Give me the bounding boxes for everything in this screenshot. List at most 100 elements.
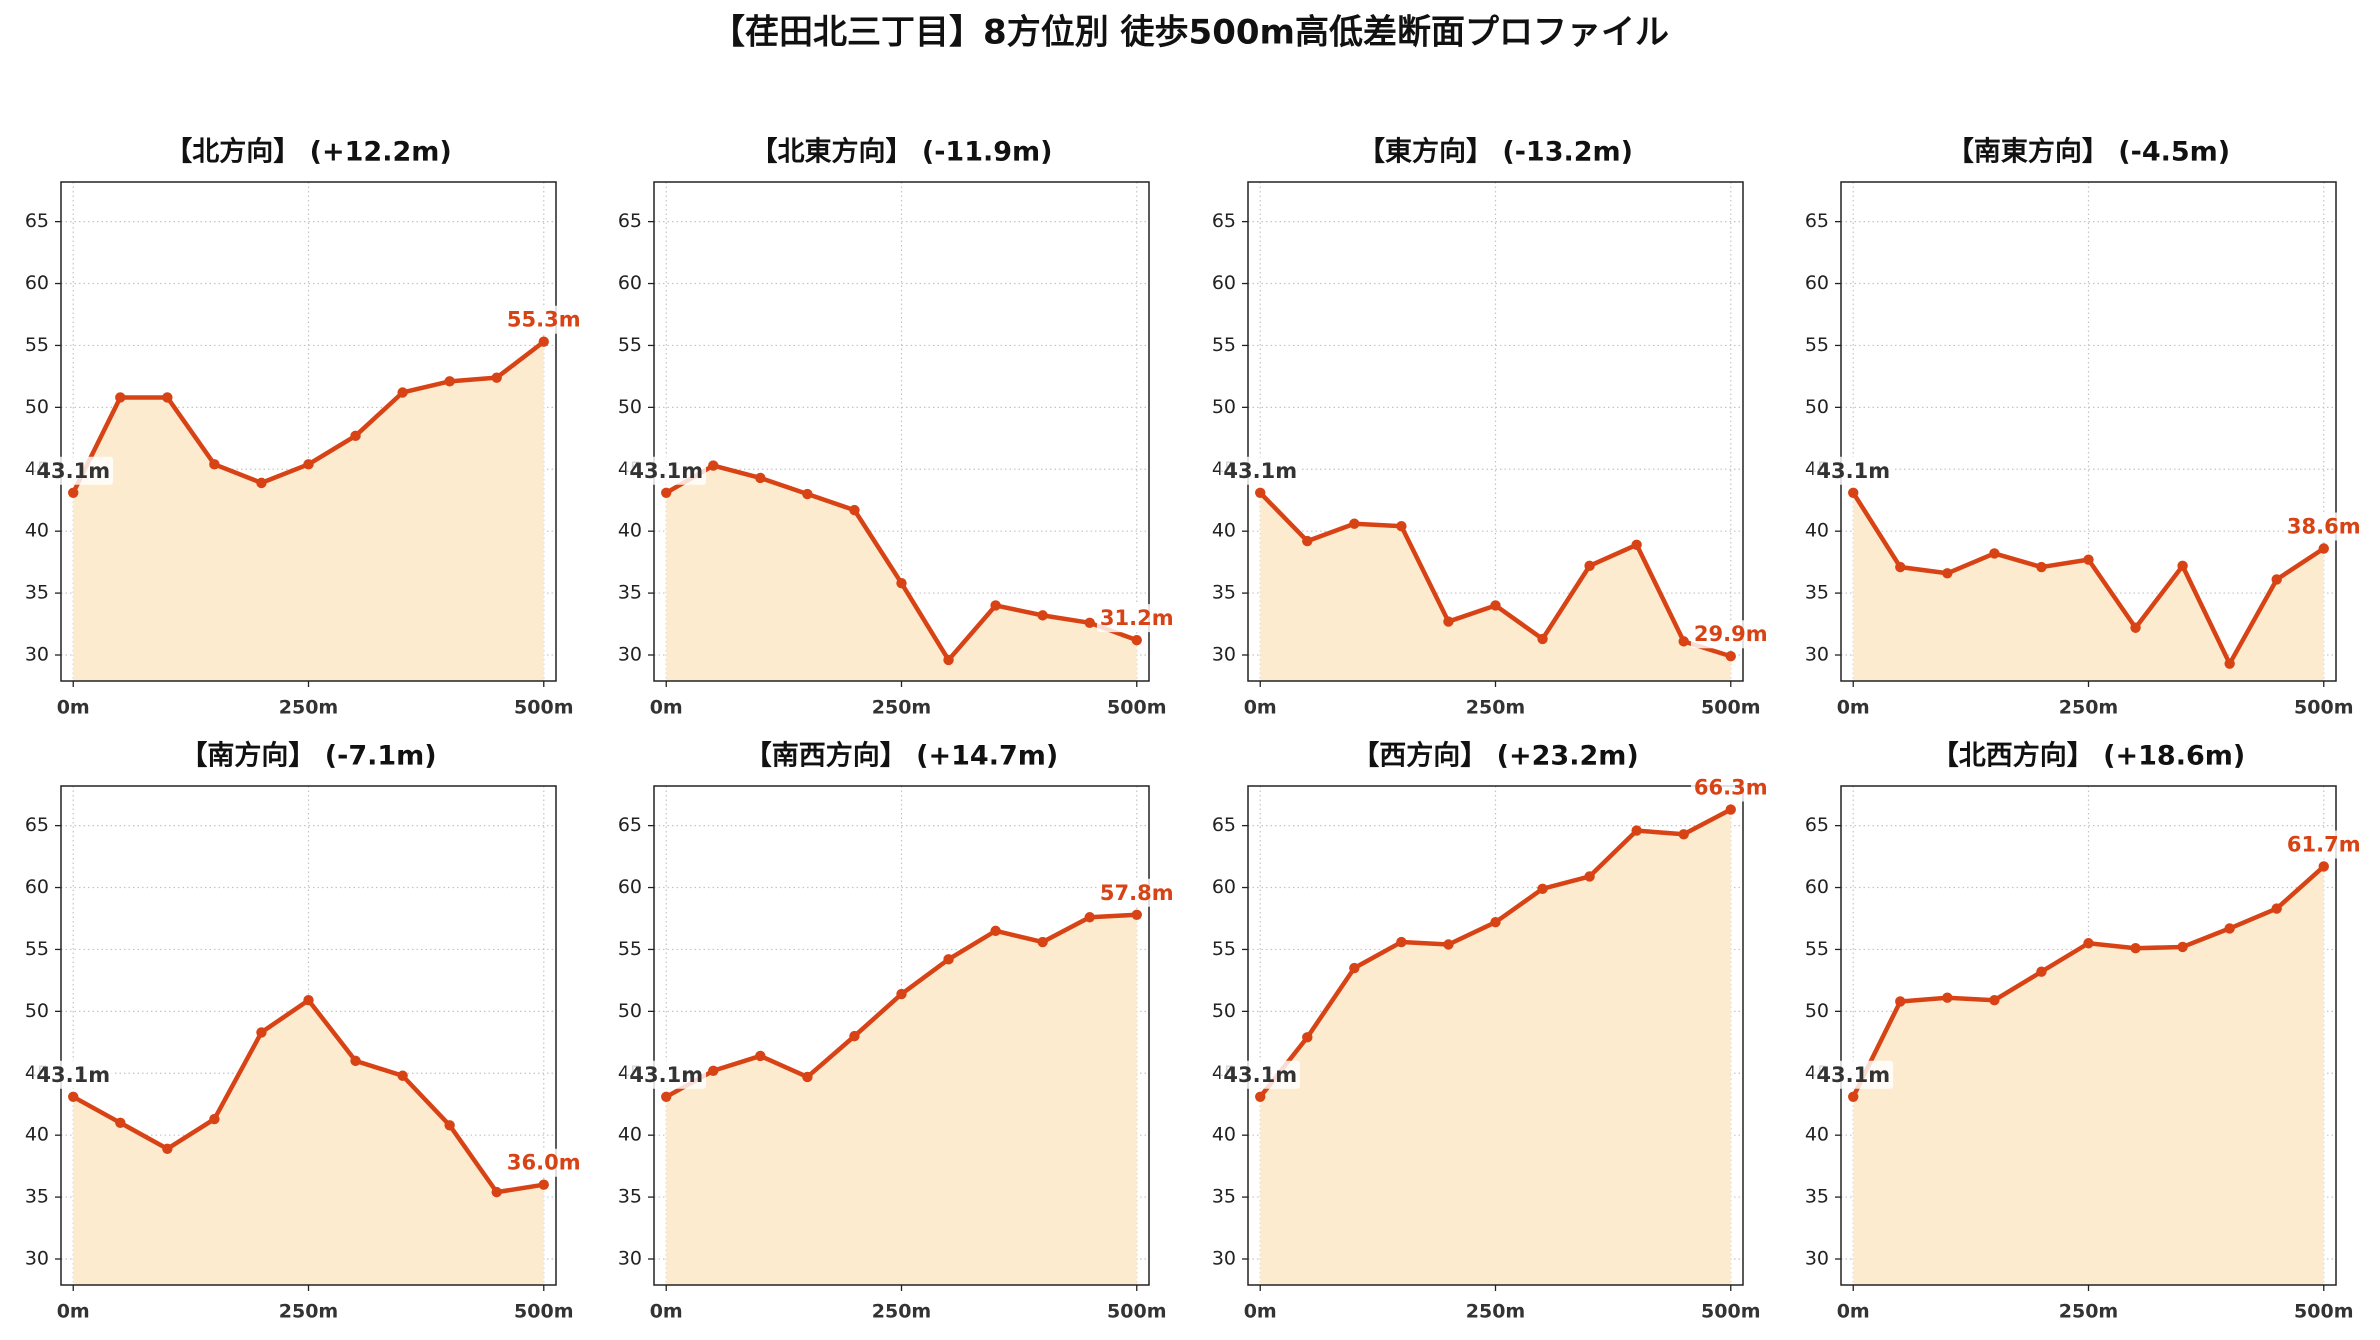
data-point xyxy=(2130,943,2141,954)
x-tick-label: 500m xyxy=(1107,1301,1166,1323)
start-elevation-label-annotation: 43.1m xyxy=(1813,456,1894,485)
area-fill xyxy=(666,465,1137,681)
data-points xyxy=(1848,861,2329,1102)
start-elevation-label-annotation: 43.1m xyxy=(33,1060,114,1089)
data-point xyxy=(1631,539,1642,550)
start-elevation-label-annotation: 43.1m xyxy=(626,1060,707,1089)
y-tick-label: 60 xyxy=(1805,272,1829,294)
label-background xyxy=(1220,1060,1301,1089)
y-tick-label: 40 xyxy=(25,1124,49,1146)
y-tick-label: 65 xyxy=(1805,814,1829,836)
data-point xyxy=(1678,829,1689,840)
start-elevation-label: 43.1m xyxy=(36,1063,110,1087)
data-point xyxy=(303,459,314,470)
x-tick-label: 250m xyxy=(1466,697,1525,719)
data-point xyxy=(1349,962,1360,974)
data-point xyxy=(491,1186,502,1198)
x-tick-label: 500m xyxy=(2294,1301,2353,1323)
data-point xyxy=(2130,622,2141,633)
y-tick-label: 50 xyxy=(1212,1000,1236,1022)
y-tick-label: 60 xyxy=(1212,876,1236,898)
data-point xyxy=(1584,871,1595,882)
panel-title: 【南東方向】 (-4.5m) xyxy=(1947,136,2230,168)
start-elevation-label: 43.1m xyxy=(1816,1063,1890,1087)
panel-title: 【南方向】 (-7.1m) xyxy=(180,740,436,772)
data-point xyxy=(990,600,1001,611)
x-tick-label: 0m xyxy=(1837,1301,1870,1323)
label-background xyxy=(1690,620,1771,649)
panel-title: 【北方向】 (+12.2m) xyxy=(165,136,451,168)
x-tick-label: 250m xyxy=(872,697,931,719)
profile-panel-southwest: 【南西方向】 (+14.7m)30354045505560650m250m500… xyxy=(618,740,1177,1323)
x-tick-label: 250m xyxy=(279,1301,338,1323)
data-point xyxy=(1396,936,1407,948)
y-tick-label: 35 xyxy=(618,1186,642,1208)
data-point xyxy=(1255,487,1266,498)
data-point xyxy=(849,504,860,516)
y-tick-label: 30 xyxy=(25,1247,49,1269)
y-tick-label: 50 xyxy=(618,396,642,418)
data-point xyxy=(2271,574,2282,585)
data-point xyxy=(1443,939,1454,950)
profile-panel-east: 【東方向】 (-13.2m)30354045505560650m250m500m… xyxy=(1212,136,1771,719)
y-tick-label: 35 xyxy=(618,582,642,604)
end-elevation-label-annotation: 57.8m xyxy=(1096,878,1177,907)
data-point xyxy=(1037,936,1048,948)
data-point xyxy=(2318,543,2329,554)
data-points xyxy=(1255,487,1736,662)
label-background xyxy=(1813,456,1894,485)
x-tick-label: 500m xyxy=(514,1301,573,1323)
area-fill xyxy=(1853,866,2324,1285)
data-point xyxy=(303,995,314,1006)
x-tick-label: 0m xyxy=(650,697,683,719)
label-background xyxy=(2283,512,2364,541)
y-tick-label: 35 xyxy=(25,1186,49,1208)
label-background xyxy=(1096,878,1177,907)
figure-title: 【荏田北三丁目】8方位別 徒歩500m高低差断面プロファイル xyxy=(711,13,1669,53)
y-tick-label: 50 xyxy=(1805,396,1829,418)
data-point xyxy=(755,1050,766,1062)
y-tick-label: 50 xyxy=(618,1000,642,1022)
data-point xyxy=(350,430,361,442)
y-tick-label: 55 xyxy=(1212,334,1236,356)
data-point xyxy=(896,577,907,589)
x-tick-label: 250m xyxy=(2059,1301,2118,1323)
end-elevation-label: 29.9m xyxy=(1694,622,1768,646)
y-tick-label: 30 xyxy=(618,1247,642,1269)
y-tick-label: 65 xyxy=(1805,210,1829,232)
data-point xyxy=(1490,600,1501,611)
data-point xyxy=(444,1120,455,1131)
data-point xyxy=(661,487,672,498)
data-point xyxy=(1848,1091,1859,1102)
end-elevation-label-annotation: 66.3m xyxy=(1690,773,1771,802)
data-point xyxy=(209,459,220,470)
data-point xyxy=(1537,633,1548,645)
data-point xyxy=(708,460,719,471)
data-point xyxy=(397,1070,408,1081)
start-elevation-label: 43.1m xyxy=(1223,1063,1297,1087)
data-point xyxy=(1131,634,1142,646)
data-point xyxy=(68,487,79,498)
data-point xyxy=(1302,535,1313,547)
data-point xyxy=(2224,923,2235,934)
data-point xyxy=(943,654,954,666)
end-elevation-label: 36.0m xyxy=(507,1151,581,1175)
data-point xyxy=(538,336,549,347)
profile-panel-northwest: 【北西方向】 (+18.6m)30354045505560650m250m500… xyxy=(1805,740,2364,1323)
start-elevation-label: 43.1m xyxy=(1223,459,1297,483)
data-point xyxy=(491,372,502,383)
y-tick-label: 55 xyxy=(25,334,49,356)
y-tick-label: 35 xyxy=(25,582,49,604)
x-tick-label: 250m xyxy=(279,697,338,719)
label-background xyxy=(503,1148,584,1177)
end-elevation-label: 31.2m xyxy=(1100,606,1174,630)
x-tick-label: 250m xyxy=(2059,697,2118,719)
label-background xyxy=(1813,1060,1894,1089)
y-tick-label: 50 xyxy=(1212,396,1236,418)
x-tick-label: 0m xyxy=(650,1301,683,1323)
profile-panel-southeast: 【南東方向】 (-4.5m)30354045505560650m250m500m… xyxy=(1805,136,2364,719)
y-tick-label: 50 xyxy=(25,1000,49,1022)
start-elevation-label: 43.1m xyxy=(36,459,110,483)
y-tick-label: 65 xyxy=(1212,814,1236,836)
